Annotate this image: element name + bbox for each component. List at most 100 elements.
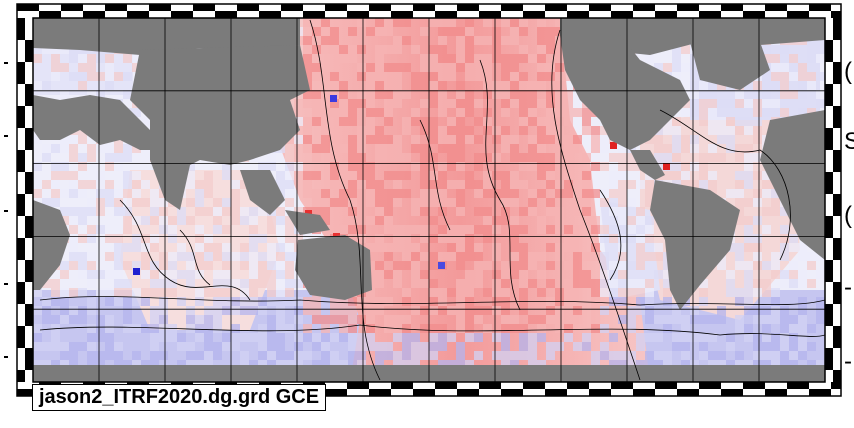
frame-segment: [633, 382, 655, 389]
grid-cell: [726, 117, 735, 126]
grid-cell: [105, 324, 114, 333]
grid-cell: [393, 234, 402, 243]
grid-cell: [213, 207, 222, 216]
grid-cell: [375, 342, 384, 351]
grid-cell: [735, 153, 744, 162]
grid-cell: [69, 207, 78, 216]
grid-cell: [312, 144, 321, 153]
grid-cell: [600, 306, 609, 315]
grid-cell: [321, 333, 330, 342]
grid-cell: [429, 342, 438, 351]
grid-cell: [564, 135, 573, 144]
grid-cell: [96, 270, 105, 279]
frame-segment: [677, 4, 699, 11]
grid-cell: [33, 54, 42, 63]
grid-cell: [60, 297, 69, 306]
grid-cell: [654, 270, 663, 279]
grid-cell: [141, 216, 150, 225]
grid-cell: [429, 153, 438, 162]
frame-segment: [17, 238, 25, 260]
grid-cell: [267, 153, 276, 162]
grid-cell: [681, 315, 690, 324]
grid-cell: [240, 261, 249, 270]
grid-cell: [195, 270, 204, 279]
grid-cell: [186, 342, 195, 351]
grid-cell: [60, 189, 69, 198]
grid-cell: [303, 297, 312, 306]
grid-cell: [402, 333, 411, 342]
grid-cell: [141, 360, 150, 369]
grid-cell: [420, 162, 429, 171]
grid-cell: [510, 243, 519, 252]
grid-cell: [123, 306, 132, 315]
frame-segment: [127, 11, 149, 18]
grid-cell: [771, 252, 780, 261]
grid-cell: [510, 72, 519, 81]
grid-cell: [159, 333, 168, 342]
grid-cell: [51, 198, 60, 207]
grid-cell: [60, 261, 69, 270]
grid-cell: [420, 153, 429, 162]
grid-cell: [744, 279, 753, 288]
grid-cell: [87, 63, 96, 72]
grid-cell: [528, 351, 537, 360]
grid-cell: [204, 189, 213, 198]
grid-cell: [618, 180, 627, 189]
grid-cell: [537, 27, 546, 36]
grid-cell: [87, 180, 96, 189]
ocean-field: [33, 18, 825, 382]
grid-cell: [654, 252, 663, 261]
grid-cell: [762, 324, 771, 333]
grid-cell: [789, 333, 798, 342]
frame-segment: [765, 11, 787, 18]
grid-cell: [186, 315, 195, 324]
grid-cell: [51, 342, 60, 351]
grid-cell: [249, 243, 258, 252]
grid-cell: [411, 117, 420, 126]
grid-cell: [771, 261, 780, 270]
grid-cell: [231, 216, 240, 225]
grid-cell: [276, 360, 285, 369]
grid-cell: [123, 72, 132, 81]
grid-cell: [546, 225, 555, 234]
grid-cell: [618, 288, 627, 297]
grid-cell: [429, 180, 438, 189]
grid-cell: [627, 180, 636, 189]
grid-cell: [87, 234, 96, 243]
frame-segment: [825, 84, 833, 106]
grid-cell: [582, 117, 591, 126]
grid-cell: [708, 144, 717, 153]
grid-cell: [771, 288, 780, 297]
grid-cell: [114, 270, 123, 279]
grid-cell: [789, 360, 798, 369]
grid-cell: [762, 90, 771, 99]
grid-cell: [87, 279, 96, 288]
frame-segment: [435, 389, 457, 396]
grid-cell: [699, 180, 708, 189]
frame-segment: [105, 11, 127, 18]
grid-cell: [294, 333, 303, 342]
frame-segment: [825, 238, 833, 260]
frame-segment: [825, 106, 833, 128]
grid-cell: [186, 306, 195, 315]
grid-cell: [501, 351, 510, 360]
grid-cell: [519, 288, 528, 297]
grid-cell: [150, 279, 159, 288]
grid-cell: [141, 297, 150, 306]
grid-cell: [366, 333, 375, 342]
grid-cell: [141, 234, 150, 243]
grid-cell: [339, 315, 348, 324]
grid-cell: [141, 261, 150, 270]
grid-cell: [528, 144, 537, 153]
grid-cell: [312, 90, 321, 99]
grid-cell: [78, 288, 87, 297]
grid-cell: [465, 324, 474, 333]
grid-cell: [321, 90, 330, 99]
grid-cell: [420, 54, 429, 63]
frame-segment: [17, 11, 39, 18]
grid-cell: [348, 342, 357, 351]
grid-cell: [528, 108, 537, 117]
grid-cell: [636, 342, 645, 351]
grid-cell: [708, 315, 717, 324]
grid-cell: [510, 324, 519, 333]
